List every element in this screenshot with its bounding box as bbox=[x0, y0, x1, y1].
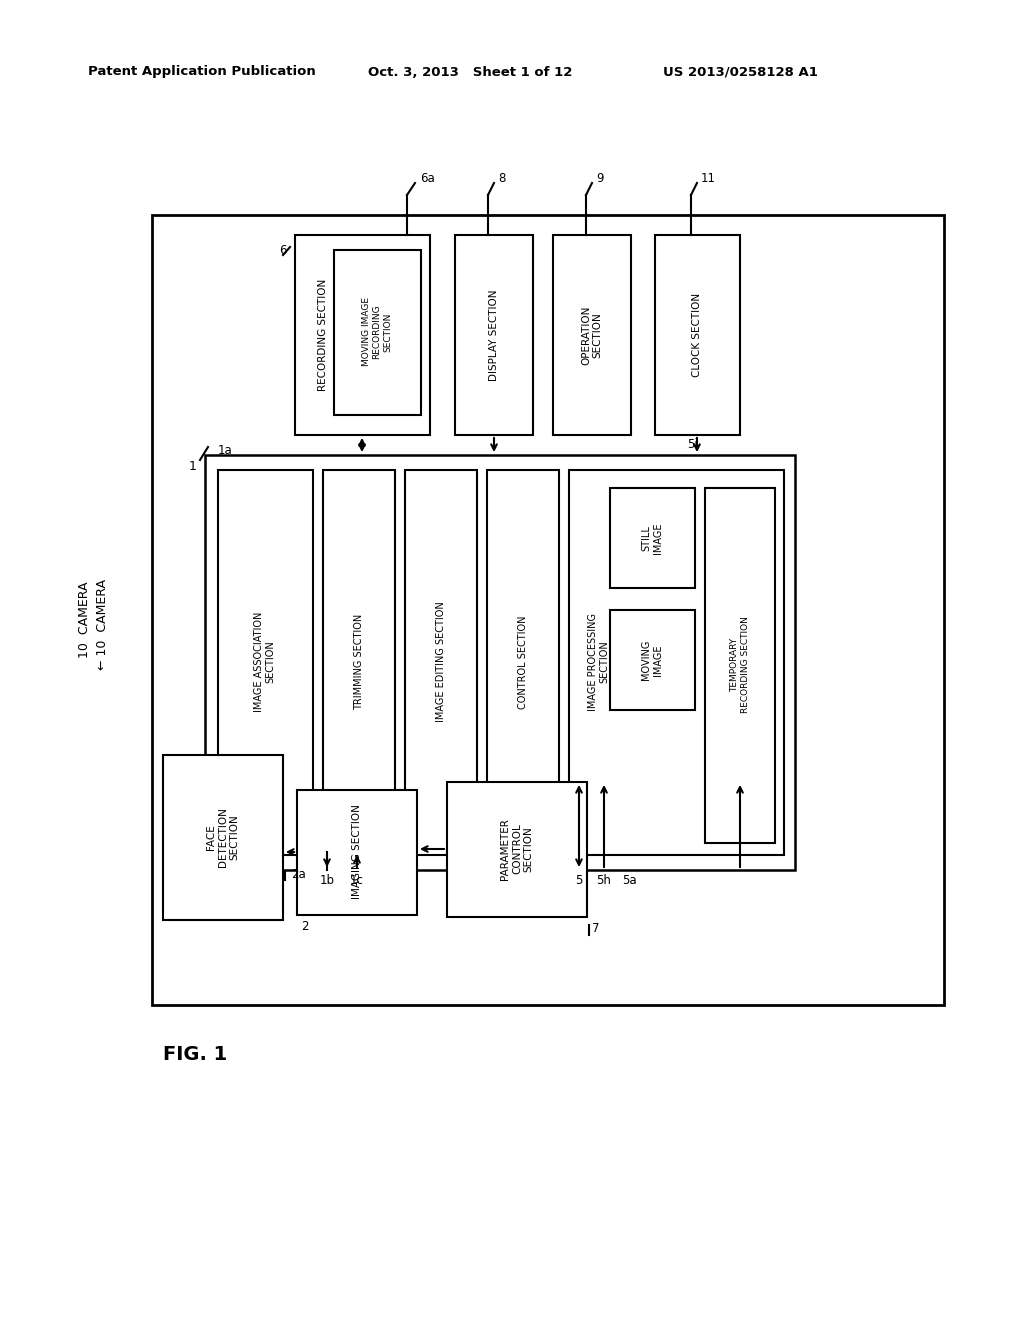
Text: 5a: 5a bbox=[622, 874, 636, 887]
Bar bbox=[569, 470, 784, 855]
Text: 1: 1 bbox=[189, 461, 197, 474]
Text: US 2013/0258128 A1: US 2013/0258128 A1 bbox=[663, 66, 818, 78]
Text: RECORDING SECTION: RECORDING SECTION bbox=[318, 279, 328, 391]
Bar bbox=[610, 610, 695, 710]
Bar bbox=[205, 455, 795, 870]
Text: IMAGING SECTION: IMAGING SECTION bbox=[352, 805, 362, 899]
Text: MOVING
IMAGE: MOVING IMAGE bbox=[641, 640, 663, 680]
Bar bbox=[163, 755, 283, 920]
Text: IMAGE ASSOCIATION
SECTION: IMAGE ASSOCIATION SECTION bbox=[254, 611, 275, 713]
Text: PARAMETER
CONTROL
SECTION: PARAMETER CONTROL SECTION bbox=[501, 818, 534, 880]
Text: STILL
IMAGE: STILL IMAGE bbox=[641, 523, 663, 554]
Bar bbox=[553, 235, 631, 436]
Text: 5h: 5h bbox=[597, 874, 611, 887]
Text: MOVING IMAGE
RECORDING
SECTION: MOVING IMAGE RECORDING SECTION bbox=[362, 297, 392, 367]
Text: 8: 8 bbox=[498, 173, 506, 186]
Text: CLOCK SECTION: CLOCK SECTION bbox=[692, 293, 702, 378]
Text: OPERATION
SECTION: OPERATION SECTION bbox=[582, 305, 603, 364]
Text: IMAGE EDITING SECTION: IMAGE EDITING SECTION bbox=[436, 602, 446, 722]
Text: FACE
DETECTION
SECTION: FACE DETECTION SECTION bbox=[207, 807, 240, 867]
Text: 7: 7 bbox=[592, 923, 599, 936]
Bar bbox=[406, 470, 477, 855]
Text: TEMPORARY
RECORDING SECTION: TEMPORARY RECORDING SECTION bbox=[730, 616, 750, 713]
Text: 1b: 1b bbox=[319, 874, 335, 887]
Bar bbox=[447, 781, 587, 917]
Bar bbox=[295, 235, 430, 436]
Text: TRIMMING SECTION: TRIMMING SECTION bbox=[354, 614, 364, 710]
Text: IMAGE PROCESSING
SECTION: IMAGE PROCESSING SECTION bbox=[588, 612, 610, 711]
Bar bbox=[705, 488, 775, 843]
Text: 1c: 1c bbox=[350, 874, 364, 887]
Bar bbox=[455, 235, 534, 436]
Bar bbox=[610, 488, 695, 587]
Text: DISPLAY SECTION: DISPLAY SECTION bbox=[489, 289, 499, 380]
Text: 10  CAMERA: 10 CAMERA bbox=[79, 582, 91, 659]
Bar bbox=[487, 470, 559, 855]
Text: 11: 11 bbox=[701, 173, 716, 186]
Bar bbox=[655, 235, 740, 436]
Text: Oct. 3, 2013   Sheet 1 of 12: Oct. 3, 2013 Sheet 1 of 12 bbox=[368, 66, 572, 78]
Bar bbox=[297, 789, 417, 915]
Bar bbox=[152, 215, 944, 1005]
Text: 2: 2 bbox=[301, 920, 309, 933]
Text: 6: 6 bbox=[280, 243, 287, 256]
Bar bbox=[218, 470, 313, 855]
Text: 6a: 6a bbox=[420, 173, 435, 186]
Text: 1a: 1a bbox=[218, 444, 232, 457]
Bar bbox=[334, 249, 421, 414]
Text: FIG. 1: FIG. 1 bbox=[163, 1045, 227, 1064]
Text: 9: 9 bbox=[596, 173, 603, 186]
Text: ← 10  CAMERA: ← 10 CAMERA bbox=[95, 579, 109, 671]
Text: Patent Application Publication: Patent Application Publication bbox=[88, 66, 315, 78]
Bar bbox=[323, 470, 395, 855]
Text: CONTROL SECTION: CONTROL SECTION bbox=[518, 615, 528, 709]
Text: 2a: 2a bbox=[291, 869, 306, 882]
Text: 5: 5 bbox=[575, 874, 583, 887]
Text: 5i: 5i bbox=[687, 438, 697, 451]
